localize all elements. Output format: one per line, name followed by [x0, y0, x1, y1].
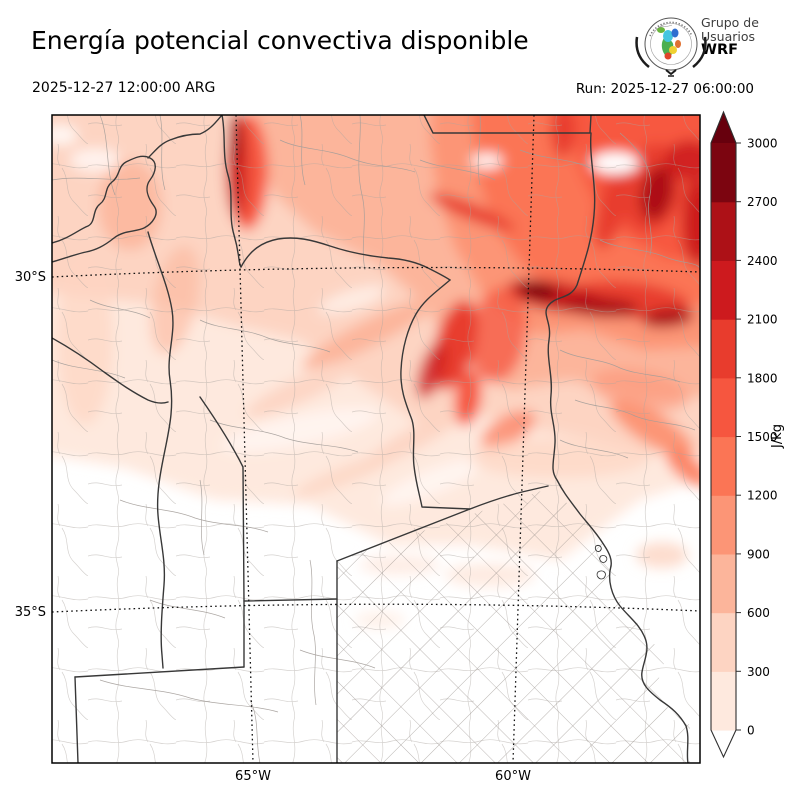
lon-label-65W: 65°W — [235, 769, 271, 784]
colorbar-tick-label: 2400 — [747, 254, 778, 268]
colorbar: 0 300 600 900 1200 1500 1800 2100 2400 2700 3000 J/… — [710, 110, 785, 759]
logo-line3: WRF — [701, 42, 739, 58]
colorbar-tick-label: 1800 — [747, 371, 778, 385]
colorbar-tick-label: 2100 — [747, 313, 778, 327]
colorbar-segment — [711, 319, 736, 379]
colorbar-tick-label: 600 — [747, 606, 770, 620]
lat-label-35S: 35°S — [15, 605, 46, 620]
colorbar-tick-label: 900 — [747, 547, 770, 561]
logo-wreath — [635, 36, 707, 77]
colorbar-segment — [711, 436, 736, 496]
colorbar-segment — [711, 612, 736, 672]
colorbar-segment — [711, 553, 736, 614]
graticule-gridlines — [52, 115, 700, 763]
valid-time-label: 2025-12-27 12:00:00 ARG — [32, 80, 216, 96]
lat-label-30S: 30°S — [15, 270, 46, 285]
page-title: Energía potencial convectiva disponible — [31, 26, 529, 55]
colorbar-segment — [711, 377, 736, 438]
wrf-logo-emblem — [635, 17, 707, 77]
buenos-aires-departments-pattern — [337, 488, 690, 763]
colorbar-tick-label: 1500 — [747, 430, 778, 444]
province-boundaries — [52, 115, 689, 763]
colorbar-segment — [711, 201, 736, 261]
colorbar-tick-label: 3000 — [747, 137, 778, 151]
wrf-logo-text: Grupo de Usuarios WRF — [701, 16, 759, 58]
logo-globe-art — [657, 24, 681, 60]
colorbar-tick-label: 2700 — [747, 195, 778, 209]
lon-label-60W: 60°W — [495, 769, 531, 784]
colorbar-segment — [711, 671, 736, 731]
colorbar-segment — [711, 260, 736, 320]
map-frame — [51, 114, 701, 764]
logo-ring-text — [649, 21, 693, 37]
colorbar-tick-label: 1200 — [747, 489, 778, 503]
colorbar-segment — [711, 143, 736, 203]
colorbar-under-arrow — [711, 730, 736, 757]
colorbar-over-arrow — [711, 112, 736, 143]
gridline-30S — [52, 266, 700, 278]
colorbar-segment — [711, 495, 736, 555]
department-lines — [52, 115, 700, 763]
gridline-35S — [52, 603, 700, 613]
colorbar-tick-label: 0 — [747, 724, 755, 738]
logo-line2: Usuarios — [701, 28, 756, 44]
logo-inner-ring — [650, 23, 692, 65]
run-time-label: Run: 2025-12-27 06:00:00 — [575, 81, 754, 97]
map-area — [52, 115, 700, 763]
colorbar-tick-label: 300 — [747, 665, 770, 679]
colorbar-unit-label: J/kg — [770, 424, 785, 449]
logo-line1: Grupo de — [701, 15, 759, 30]
